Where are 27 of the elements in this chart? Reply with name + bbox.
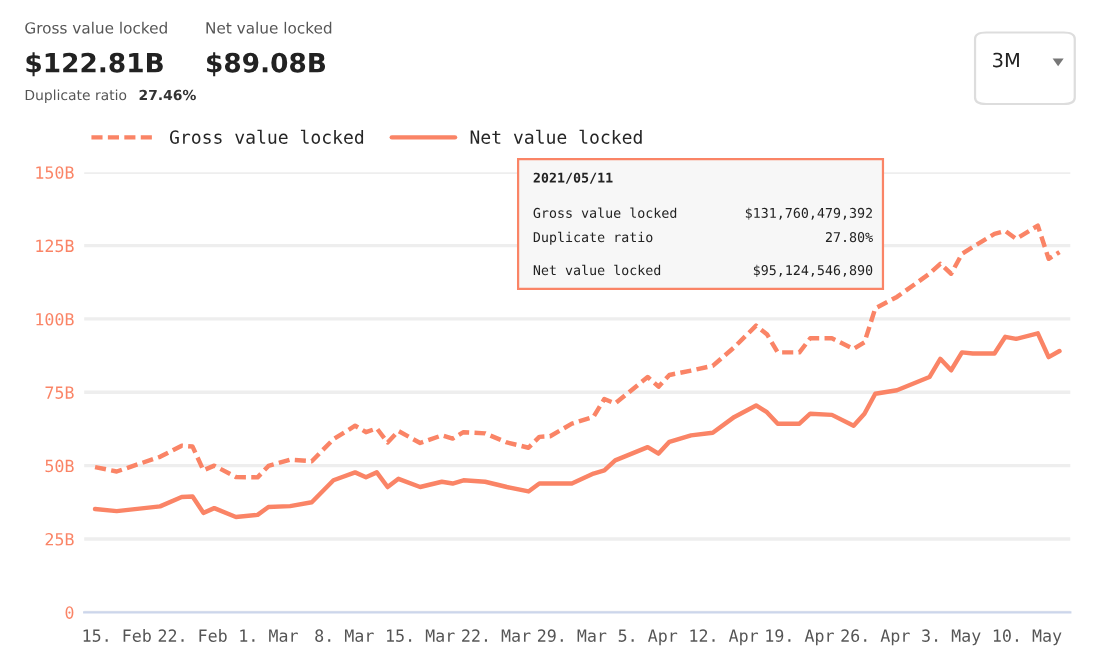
x-tick-label: 8. Mar [315,629,374,642]
x-tick-label: 26. Apr [841,629,910,646]
y-tick-label: 25B [45,532,74,546]
x-tick-label: 15. Mar [387,629,455,642]
text: 3M [993,52,1019,68]
x-tick-label: 22. Feb [158,629,227,642]
y-tick-label: 125B [36,239,74,253]
x-tick-label: 15. Feb [83,629,151,642]
y-tick-label: 100B [36,312,74,326]
x-tick-label: 19. Apr [766,629,834,646]
x-tick-label: 12. Apr [690,629,759,646]
x-tick-label: 3. May [922,629,981,646]
y-tick-label: 75B [45,386,74,399]
y-tick-label: 50B [45,459,74,473]
x-tick-label: 29. Mar [537,629,607,642]
x-tick-label: 5. Apr [618,629,678,646]
legend-label: Gross value locked [169,129,364,144]
y-tick-label: 0 [65,606,74,619]
text: $89.08B [207,52,326,77]
y-tick-label: 150B [36,166,74,179]
line-series [92,223,1062,480]
text: $122.81B [26,52,163,77]
line-series [92,331,1062,520]
legend-label: Net value locked [470,129,642,144]
x-tick-label: 22. Mar [462,629,531,642]
x-tick-label: 1. Mar [240,629,298,642]
x-tick-label: 10. May [993,629,1062,646]
